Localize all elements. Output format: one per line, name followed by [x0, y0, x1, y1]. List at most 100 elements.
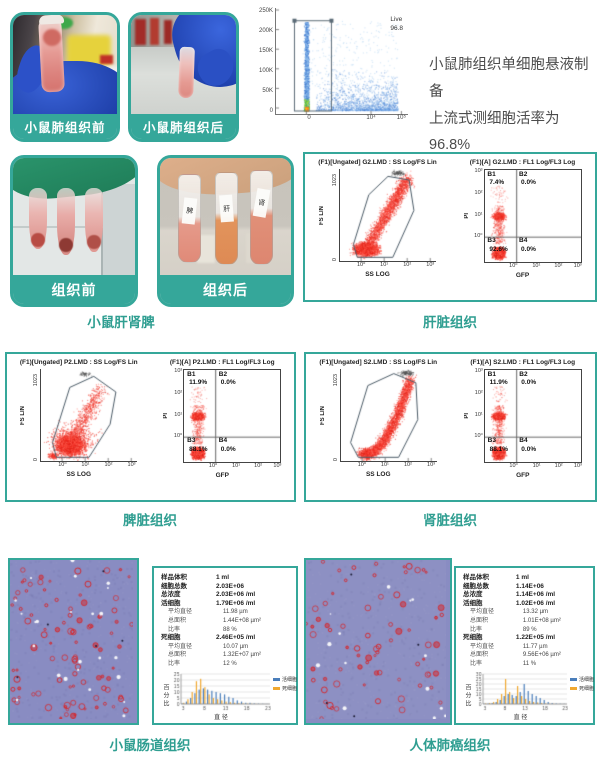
y-tick: 100K	[258, 68, 273, 74]
count-card-lungcancer: 样品体积 1 ml 细胞总数 1.14E+06 总浓度 1.14E+06 /ml 活细胞 1.…	[454, 566, 595, 725]
y-tick: 10²	[474, 390, 483, 397]
y-tick: 10¹	[474, 412, 483, 419]
plot-title: (F1)[A] G2.LMD : FL1 Log/FL3 Log	[469, 159, 576, 166]
y-tick: 10⁰	[474, 233, 483, 240]
liver-flow-panel: (F1)[Ungated] G2.LMD : SS Log/FS Lin FS …	[303, 152, 597, 302]
red-tube-rack-shape	[149, 17, 160, 45]
tube-shape: 肝	[215, 172, 238, 266]
liver-pi-gfp-plot: (F1)[A] G2.LMD : FL1 Log/FL3 Log PI 10³ …	[450, 159, 595, 300]
plot-title: (F1)[A] P2.LMD : FL1 Log/FL3 Log	[169, 359, 275, 366]
pi-gfp-quad-canvas	[484, 370, 581, 462]
stat-row: 细胞总数 1.14E+06	[463, 582, 544, 590]
legend-swatch	[273, 686, 280, 690]
gate-statistic: Live 96.8	[390, 15, 403, 33]
photo-tissue-before-image	[13, 158, 135, 275]
y-tick: 1023	[332, 374, 339, 387]
tissue-shape	[43, 28, 61, 46]
microscopy-image-intestine	[8, 558, 139, 725]
y-tick: 10³	[474, 168, 483, 175]
x-tick: 10³	[573, 263, 582, 269]
x-tick: 10⁰	[356, 262, 366, 268]
x-tick: 0	[307, 115, 311, 121]
x-tick: 10²	[554, 263, 563, 269]
x-tick: 10²	[403, 462, 412, 468]
stat-row: 死细胞 1.22E+05 /ml	[463, 634, 556, 642]
tissue-shape	[31, 232, 45, 247]
photo-lung-after: 小鼠肺组织后	[128, 12, 239, 142]
stat-row: 平均直径 11.98 µm	[168, 609, 248, 616]
quadrant-label-B3: B3 92.6%	[487, 237, 508, 253]
hist-x-axis-label: 直 径	[513, 714, 528, 721]
ss-fs-scatter-canvas	[340, 369, 437, 461]
y-tick: 1023	[33, 374, 40, 387]
x-tick: 10⁰	[509, 463, 518, 469]
x-tick: 10¹	[380, 262, 389, 268]
stat-row: 总面积 9.56E+06 µm²	[470, 652, 561, 659]
viability-plot-area: Live 96.8 0 10⁴ 10⁵	[275, 8, 408, 121]
y-axis-ticks: 250K 200K 150K 100K 50K 0	[253, 8, 275, 114]
summary-line-1: 小鼠肺组织单细胞悬液制备	[429, 57, 589, 100]
caption-liver-kidney-spleen-group: 小鼠肝肾脾	[87, 315, 155, 330]
x-axis-label: GFP	[515, 272, 530, 279]
stat-row: 平均直径 13.32 µm	[470, 609, 549, 616]
stat-row: 样品体积 1 ml	[161, 574, 230, 581]
x-tick: 10³	[273, 463, 282, 469]
y-axis-label: FS LIN	[319, 406, 326, 425]
caption-kidney: 肾脏组织	[423, 513, 477, 528]
stat-row: 活细胞 1.02E+06 /ml	[463, 599, 556, 607]
x-axis-label: SS LOG	[365, 471, 391, 478]
caption-liver: 肝脏组织	[423, 315, 477, 330]
x-tick: 10⁰	[357, 462, 367, 468]
x-tick: 10¹	[532, 463, 541, 469]
quadrant-label-B4: B4 0.0%	[519, 237, 536, 253]
legend-item: 活细胞	[570, 676, 594, 683]
y-axis-ticks: 10³ 10² 10¹ 10⁰	[471, 368, 484, 462]
hist-x-axis-label: 直 径	[214, 714, 228, 721]
y-axis-ticks: 10³ 10² 10¹ 10⁰	[471, 168, 484, 262]
x-tick: 10²	[254, 463, 263, 469]
scatter-plot-area: 10⁰ 10¹ 10² 10³	[339, 169, 436, 268]
x-tick: 10¹	[380, 462, 389, 468]
stat-row: 总面积 1.01E+08 µm²	[470, 617, 561, 624]
x-tick: 10³	[426, 262, 435, 268]
kidney-ss-fs-plot: (F1)[Ungated] S2.LMD : SS Log/FS Lin FS …	[306, 359, 451, 500]
hist-legend: 活细胞 死细胞	[273, 676, 297, 692]
photo-tissue-before: 组织前	[10, 155, 138, 307]
ss-fs-scatter-canvas	[340, 169, 436, 261]
x-tick: 10¹	[532, 263, 541, 269]
door-shape	[101, 183, 135, 275]
kidney-pi-gfp-plot: (F1)[A] S2.LMD : FL1 Log/FL3 Log PI 10³ …	[451, 359, 596, 500]
y-tick: 10²	[174, 390, 183, 397]
y-axis-ticks: 10³ 10² 10¹ 10⁰	[170, 368, 183, 462]
y-tick: 200K	[258, 28, 273, 34]
x-tick: 10¹	[81, 462, 90, 468]
pi-gfp-quad-canvas	[484, 170, 581, 262]
legend-swatch	[273, 677, 280, 681]
y-axis-label: PI	[463, 413, 470, 419]
stat-row: 比率 11 %	[470, 660, 537, 667]
x-tick: 10³	[127, 462, 136, 468]
y-axis-ticks: 1023 0	[327, 370, 340, 461]
stat-table: 样品体积 1 ml 细胞总数 2.03E+06 总浓度 2.03E+06 /ml 活细胞 1.…	[161, 574, 292, 669]
quadrant-label-B2: B2 0.0%	[519, 170, 536, 187]
stat-row: 总面积 1.32E+07 µm²	[168, 652, 261, 659]
shelf-bottle-shape	[196, 235, 215, 264]
stat-row: 比率 12 %	[168, 660, 237, 667]
y-tick: 10³	[174, 368, 183, 375]
quadrant-label-B1: B1 7.4%	[487, 170, 505, 187]
histogram-canvas	[171, 671, 271, 712]
stat-table: 样品体积 1 ml 细胞总数 1.14E+06 总浓度 1.14E+06 /ml 活细胞 1.…	[463, 574, 589, 669]
histogram-canvas	[473, 671, 568, 712]
stat-row: 比率 88 %	[168, 626, 237, 633]
y-tick: 10⁰	[474, 433, 483, 440]
hist-legend: 活细胞 死细胞	[570, 676, 594, 692]
y-tick: 250K	[258, 8, 273, 14]
plot-title: (F1)[A] S2.LMD : FL1 Log/FL3 Log	[470, 359, 576, 366]
y-axis-label: PI	[163, 413, 170, 419]
spleen-pi-gfp-plot: (F1)[A] P2.LMD : FL1 Log/FL3 Log PI 10³ …	[151, 359, 295, 500]
y-tick: 0	[332, 258, 338, 262]
tissue-shape	[87, 235, 101, 250]
ss-fs-scatter-canvas	[41, 369, 138, 461]
y-tick: 0	[269, 108, 273, 114]
x-tick: 10²	[554, 463, 563, 469]
